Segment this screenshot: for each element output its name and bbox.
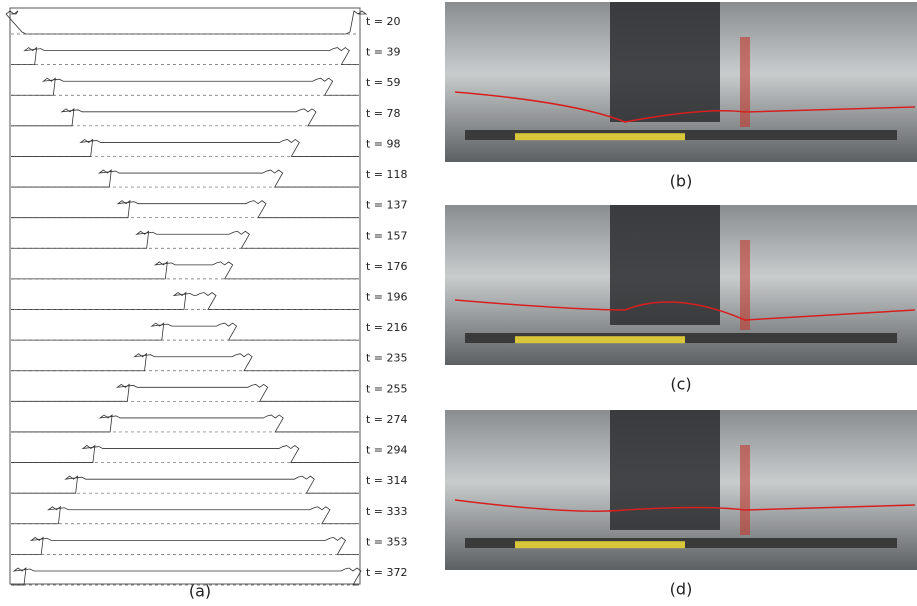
time-label: t = 294 xyxy=(366,444,408,457)
profile xyxy=(11,322,359,341)
profile xyxy=(11,505,359,525)
photo: (c) xyxy=(445,205,917,394)
time-label: t = 78 xyxy=(366,107,401,120)
time-label: t = 274 xyxy=(366,413,408,426)
water-line xyxy=(454,91,916,123)
panel-label: (d) xyxy=(670,580,693,599)
profile xyxy=(11,261,359,280)
time-label: t = 255 xyxy=(366,382,408,395)
photos: (b) (c) (d) xyxy=(445,2,917,599)
chain xyxy=(515,336,685,344)
tower xyxy=(610,2,720,122)
time-label: t = 196 xyxy=(366,291,408,304)
chain xyxy=(515,541,685,549)
time-label: t = 235 xyxy=(366,352,408,365)
gauge xyxy=(740,37,750,127)
profile xyxy=(11,352,359,372)
panel-label: (a) xyxy=(189,582,211,601)
photo: (d) xyxy=(445,410,917,599)
profile xyxy=(11,291,359,310)
time-label: t = 157 xyxy=(366,229,408,242)
profile xyxy=(11,138,359,157)
profile xyxy=(11,169,359,188)
chain xyxy=(515,133,685,141)
panel-label: (b) xyxy=(670,172,693,191)
panel-a-frame xyxy=(9,7,361,585)
wave-profiles: t = 20 t = 39 t = 59 t = 78 t = 98 t = 118 t =… xyxy=(5,10,408,586)
profile xyxy=(11,444,359,463)
time-label: t = 353 xyxy=(366,535,408,548)
profile xyxy=(11,46,359,66)
panel-label: (c) xyxy=(670,375,691,394)
profile xyxy=(11,383,359,402)
gauge xyxy=(740,445,750,535)
time-label: t = 98 xyxy=(366,137,401,150)
tower xyxy=(610,410,720,530)
profile xyxy=(11,414,359,433)
time-label: t = 59 xyxy=(366,76,401,89)
profile xyxy=(11,199,359,219)
profile xyxy=(11,475,359,494)
profile xyxy=(11,107,359,127)
profile xyxy=(11,536,359,555)
time-label: t = 137 xyxy=(366,199,408,212)
profile xyxy=(11,77,359,96)
time-label: t = 176 xyxy=(366,260,408,273)
time-label: t = 333 xyxy=(366,505,408,518)
tower xyxy=(610,205,720,325)
profile xyxy=(11,567,362,586)
water-line xyxy=(454,499,916,512)
photo: (b) xyxy=(445,2,917,191)
profile xyxy=(5,10,368,35)
time-label: t = 20 xyxy=(366,15,401,28)
water-line xyxy=(454,299,916,321)
time-label: t = 314 xyxy=(366,474,408,487)
profile xyxy=(11,230,359,249)
time-label: t = 216 xyxy=(366,321,408,334)
time-label: t = 118 xyxy=(366,168,408,181)
time-label: t = 372 xyxy=(366,566,408,579)
time-label: t = 39 xyxy=(366,46,401,59)
gauge xyxy=(740,240,750,330)
